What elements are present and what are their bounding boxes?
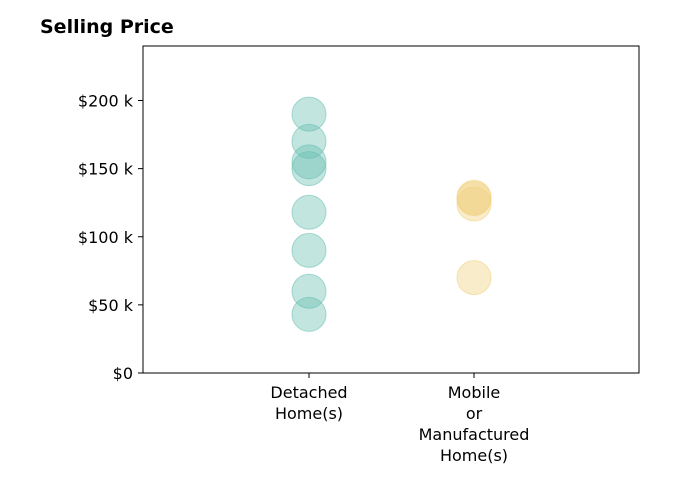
- data-point: [456, 260, 492, 296]
- x-tick-label: Home(s): [440, 446, 508, 465]
- y-tick-label: $100 k: [78, 228, 134, 247]
- data-point: [291, 232, 327, 268]
- x-tick-label: Manufactured: [419, 425, 530, 444]
- chart-title: Selling Price: [40, 16, 174, 38]
- x-tick-label: Detached: [270, 383, 347, 402]
- y-tick-label: $50 k: [88, 296, 134, 315]
- y-tick-label: $150 k: [78, 160, 134, 179]
- x-tick-label: Home(s): [275, 404, 343, 423]
- data-point: [291, 151, 327, 187]
- x-tick-label: Mobile: [448, 383, 500, 402]
- data-point: [291, 144, 327, 180]
- data-point: [456, 186, 492, 222]
- y-tick-label: $0: [113, 364, 133, 383]
- plot-frame: [142, 45, 640, 374]
- data-point: [291, 123, 327, 159]
- data-point: [456, 181, 492, 217]
- data-point: [291, 194, 327, 230]
- y-tick-label: $200 k: [78, 92, 134, 111]
- data-point: [291, 296, 327, 332]
- data-point: [291, 96, 327, 132]
- x-tick-label: or: [466, 404, 483, 423]
